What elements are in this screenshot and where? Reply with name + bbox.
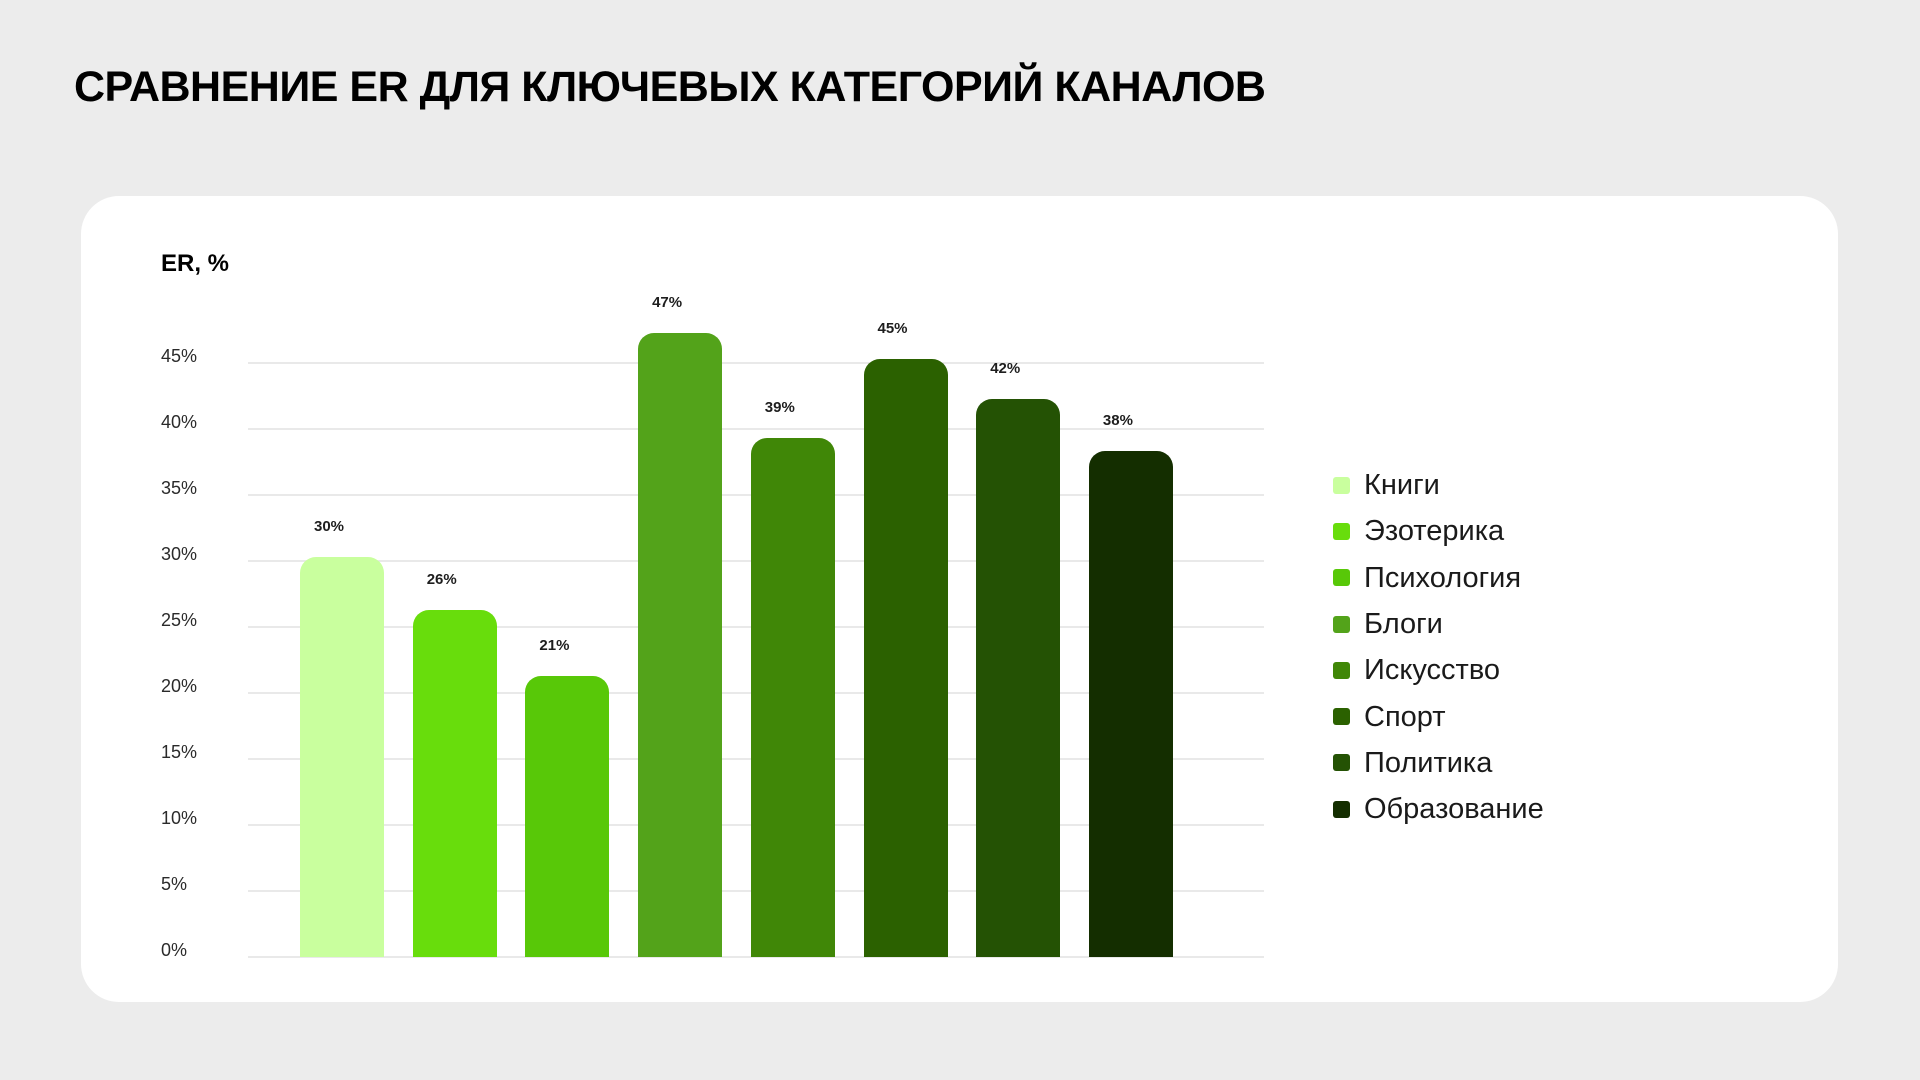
bar-6[interactable] [863, 359, 948, 957]
legend-item[interactable]: Образование [1333, 786, 1544, 832]
bar-7[interactable] [976, 398, 1061, 957]
bar-value-label: 26% [426, 570, 457, 588]
legend-item[interactable]: Спорт [1333, 693, 1544, 739]
legend-label: Книги [1364, 469, 1440, 502]
legend-item[interactable]: Психология [1333, 555, 1544, 601]
page-title: СРАВНЕНИЕ ER ДЛЯ КЛЮЧЕВЫХ КАТЕГОРИЙ КАНА… [74, 63, 1266, 111]
legend-label: Блоги [1364, 608, 1443, 641]
y-tick-label: 20% [161, 676, 198, 696]
legend-label: Спорт [1364, 700, 1446, 733]
y-tick-label: 10% [161, 808, 198, 828]
legend-swatch-icon [1333, 800, 1350, 818]
legend-label: Политика [1364, 746, 1493, 779]
legend-swatch-icon [1333, 522, 1350, 540]
bar-8[interactable] [1088, 451, 1173, 957]
bar-value-label: 47% [652, 293, 683, 311]
legend-label: Эзотерика [1364, 515, 1505, 548]
legend-item[interactable]: Блоги [1333, 601, 1544, 647]
bar-4[interactable] [638, 332, 723, 957]
y-tick-label: 30% [161, 544, 198, 564]
gridline [248, 956, 1264, 958]
legend-swatch-icon [1333, 569, 1350, 587]
bar-3[interactable] [525, 675, 610, 957]
bar-5[interactable] [750, 438, 835, 957]
gridline [248, 428, 1264, 430]
legend-swatch-icon [1333, 754, 1350, 772]
legend-item[interactable]: Политика [1333, 740, 1544, 786]
y-tick-label: 40% [161, 412, 198, 432]
legend-swatch-icon [1333, 615, 1350, 633]
y-tick-label: 35% [161, 478, 198, 498]
bar-2[interactable] [412, 609, 497, 957]
legend: Книги Эзотерика Психология Блоги Искусство Сп… [1333, 462, 1544, 832]
legend-swatch-icon [1333, 661, 1350, 679]
legend-label: Психология [1364, 561, 1522, 594]
bar-1[interactable] [300, 557, 384, 957]
legend-item[interactable]: Книги [1333, 462, 1544, 508]
bar-value-label: 30% [314, 518, 345, 535]
bar-value-label: 21% [539, 636, 570, 654]
legend-swatch-icon [1333, 708, 1350, 726]
gridline [248, 362, 1264, 364]
y-tick-label: 15% [161, 742, 198, 762]
y-tick-label: 5% [161, 874, 188, 894]
legend-swatch-icon [1333, 476, 1350, 494]
y-tick-label: 25% [161, 610, 198, 630]
chart-card: ER, % 0% 5% 10% 15% 20% 25% 30% 35% 40% 45% 30% 26%… [81, 196, 1838, 1002]
bar-value-label: 42% [990, 359, 1021, 377]
plot-area: 0% 5% 10% 15% 20% 25% 30% 35% 40% 45% 30% 26% 21% 47%… [81, 196, 1838, 1002]
legend-label: Искусство [1364, 654, 1501, 687]
legend-item[interactable]: Искусство [1333, 647, 1544, 693]
bar-value-label: 38% [1102, 412, 1133, 430]
legend-item[interactable]: Эзотерика [1333, 508, 1544, 554]
y-tick-label: 0% [161, 940, 188, 960]
bar-value-label: 39% [764, 399, 795, 417]
y-axis-title: ER, % [161, 250, 230, 277]
y-tick-label: 45% [161, 346, 198, 366]
legend-label: Образование [1364, 793, 1544, 826]
bar-value-label: 45% [877, 320, 908, 337]
